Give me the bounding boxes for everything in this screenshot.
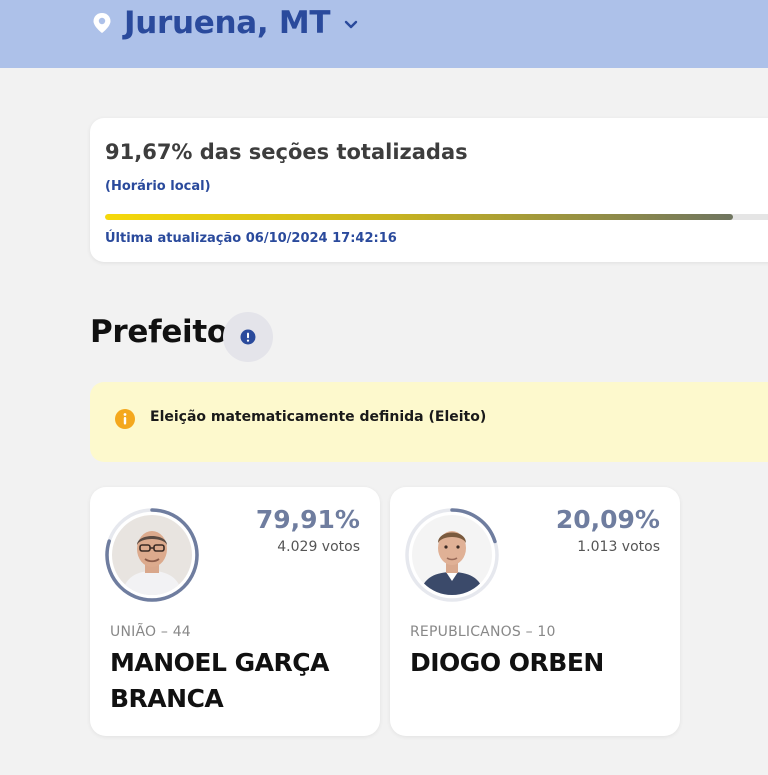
progress-bar-fill — [105, 214, 733, 220]
vote-share-ring — [405, 508, 499, 602]
party-number: UNIÃO – 44 — [110, 624, 191, 640]
vote-percent: 79,91% — [255, 505, 360, 534]
map-pin-icon — [92, 12, 112, 34]
alert-text: Eleição matematicamente definida (Eleito… — [150, 409, 487, 425]
section-info-button[interactable] — [223, 312, 273, 362]
candidate-name: MANOEL GARÇA BRANCA — [110, 648, 329, 713]
totalization-progress-bar — [105, 214, 768, 220]
location-name: Juruena, MT — [124, 5, 331, 41]
last-update: Última atualização 06/10/2024 17:42:16 — [105, 231, 397, 246]
party-number: REPUBLICANOS – 10 — [410, 624, 556, 640]
vote-percent: 20,09% — [555, 505, 660, 534]
candidate-name: DIOGO ORBEN — [410, 648, 604, 677]
totalization-percent: 91,67% das seções totalizadas — [105, 140, 468, 164]
totalization-card: 91,67% das seções totalizadas (Horário l… — [90, 118, 768, 262]
candidate-card[interactable]: 79,91% 4.029 votos UNIÃO – 44 MANOEL GAR… — [90, 487, 380, 736]
vote-count: 4.029 votos — [277, 539, 360, 555]
candidate-photo — [412, 515, 492, 595]
candidate-avatar — [404, 507, 500, 603]
vote-share-ring — [105, 508, 199, 602]
section-title: Prefeito — [90, 314, 228, 350]
local-time-label: (Horário local) — [105, 179, 211, 194]
chevron-down-icon[interactable] — [344, 20, 358, 30]
election-defined-alert: Eleição matematicamente definida (Eleito… — [90, 382, 768, 462]
header-bar: Juruena, MT — [0, 0, 768, 68]
location-selector[interactable]: Juruena, MT — [92, 4, 358, 42]
candidate-card[interactable]: 20,09% 1.013 votos REPUBLICANOS – 10 DIO… — [390, 487, 680, 736]
candidate-avatar — [104, 507, 200, 603]
info-circle-icon — [114, 408, 136, 430]
exclamation-info-icon — [240, 329, 256, 345]
vote-count: 1.013 votos — [577, 539, 660, 555]
candidate-photo — [112, 515, 192, 595]
